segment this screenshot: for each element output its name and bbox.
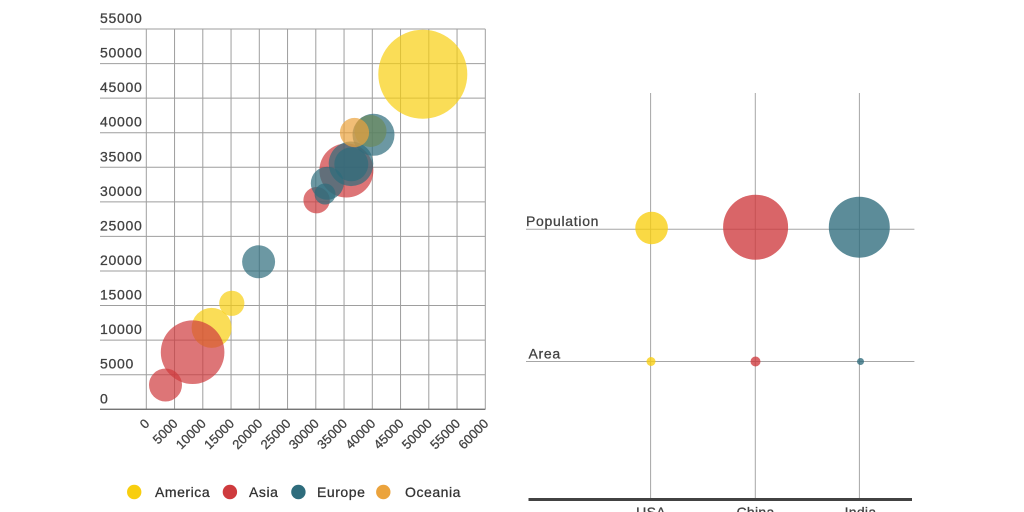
svg-text:50000: 50000 (399, 416, 435, 452)
svg-text:55000: 55000 (427, 416, 463, 452)
svg-text:40000: 40000 (342, 416, 378, 452)
svg-text:0: 0 (137, 416, 153, 432)
svg-text:Area: Area (529, 346, 561, 362)
svg-text:20000: 20000 (229, 416, 265, 452)
svg-text:45000: 45000 (100, 79, 142, 95)
svg-text:40000: 40000 (100, 114, 142, 130)
svg-text:50000: 50000 (100, 45, 142, 61)
svg-text:0: 0 (100, 390, 109, 406)
svg-text:55000: 55000 (100, 10, 142, 26)
svg-text:25000: 25000 (100, 217, 142, 233)
svg-text:Population: Population (526, 213, 599, 229)
svg-text:10000: 10000 (100, 321, 142, 337)
svg-text:Asia: Asia (249, 484, 278, 500)
svg-text:Oceania: Oceania (405, 484, 461, 500)
svg-text:America: America (155, 484, 210, 500)
svg-text:Europe: Europe (317, 484, 365, 500)
svg-text:30000: 30000 (286, 416, 322, 452)
svg-text:60000: 60000 (455, 416, 491, 452)
svg-text:25000: 25000 (257, 416, 293, 452)
svg-text:35000: 35000 (100, 148, 142, 164)
svg-text:30000: 30000 (100, 183, 142, 199)
svg-text:5000: 5000 (100, 356, 134, 372)
svg-text:10000: 10000 (173, 416, 209, 452)
svg-text:45000: 45000 (370, 416, 406, 452)
svg-text:India: India (845, 504, 877, 512)
svg-text:20000: 20000 (100, 252, 142, 268)
svg-text:35000: 35000 (314, 416, 350, 452)
svg-text:15000: 15000 (100, 287, 142, 303)
svg-text:15000: 15000 (201, 416, 237, 452)
svg-text:China: China (736, 504, 774, 512)
svg-text:USA: USA (636, 504, 666, 512)
